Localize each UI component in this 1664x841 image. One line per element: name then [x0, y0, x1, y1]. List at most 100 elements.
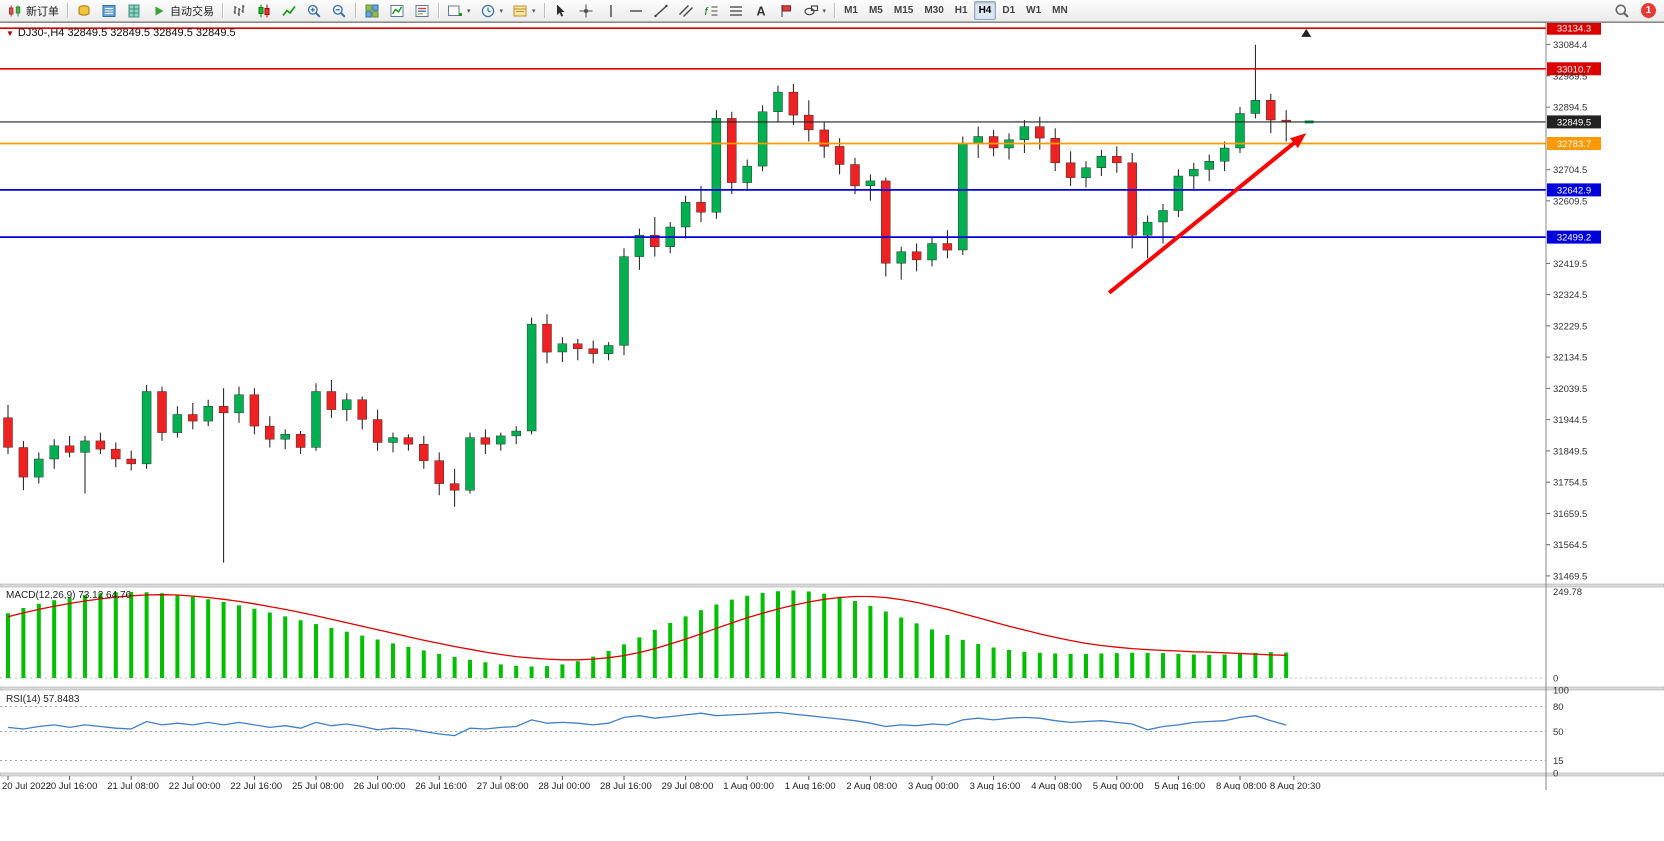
templates-icon — [513, 5, 527, 16]
bear-candle — [988, 136, 999, 149]
new-chart-button[interactable]: ▾ — [443, 1, 475, 20]
cursor-button[interactable] — [549, 1, 573, 20]
notification-badge[interactable]: 1 — [1641, 3, 1656, 18]
levels-icon — [729, 5, 742, 16]
pane-separator[interactable] — [0, 686, 1664, 691]
dropdown-arrow-icon: ▾ — [822, 7, 827, 15]
bear-candle — [295, 434, 306, 448]
timeframe-h4-button[interactable]: H4 — [973, 1, 997, 20]
new-order-button[interactable]: 新订单 — [3, 1, 63, 20]
search-button[interactable] — [1610, 1, 1634, 20]
candlestick-chart-button[interactable] — [252, 1, 276, 20]
data-window-icon — [128, 4, 140, 17]
zoom-out-button[interactable] — [327, 1, 351, 20]
label-icon — [780, 4, 791, 17]
price-axis-label: 32609.5 — [1553, 196, 1587, 207]
bull-candle — [680, 202, 691, 228]
price-axis-label: 31944.5 — [1553, 415, 1587, 426]
price-axis-label: 32419.5 — [1553, 259, 1587, 270]
channel-button[interactable] — [674, 1, 698, 20]
rsi-axis-label: 15 — [1553, 756, 1564, 767]
indicators-window-button[interactable] — [385, 1, 409, 20]
tile-windows-button[interactable] — [360, 1, 384, 20]
time-label: 8 Aug 20:30 — [1270, 781, 1321, 791]
timeframe-w1-button[interactable]: W1 — [1021, 1, 1046, 20]
bear-candle — [819, 129, 829, 147]
timeframe-h1-button[interactable]: H1 — [950, 1, 973, 20]
pane-separator[interactable] — [0, 772, 1664, 777]
fibonacci-button[interactable]: f — [699, 1, 723, 20]
line-chart-button[interactable] — [277, 1, 301, 20]
bull-candle — [526, 323, 537, 432]
shapes-button[interactable]: ▾ — [799, 1, 831, 20]
candlestick-chart-icon — [258, 4, 270, 17]
bear-candle — [727, 118, 737, 183]
bull-candle — [742, 165, 752, 183]
auto-trading-button[interactable]: 自动交易 — [147, 1, 218, 20]
bear-candle — [881, 180, 891, 264]
timeframe-d1-button[interactable]: D1 — [997, 1, 1020, 20]
timeframe-m15-button[interactable]: M15 — [889, 1, 918, 20]
price-axis-label: 32324.5 — [1553, 290, 1587, 301]
time-label: 3 Aug 16:00 — [970, 781, 1021, 791]
top-arrow-marker[interactable] — [1301, 28, 1312, 37]
price-axis-label: 33084.4 — [1553, 40, 1587, 51]
bull-candle — [773, 91, 783, 112]
trendline-button[interactable] — [649, 1, 673, 20]
data-window-button[interactable] — [122, 1, 146, 20]
timeframe-m1-button[interactable]: M1 — [839, 1, 863, 20]
bull-candle — [1142, 221, 1153, 236]
zoom-in-button[interactable] — [302, 1, 326, 20]
bull-candle — [1204, 160, 1214, 170]
price-axis-label: 31754.5 — [1553, 478, 1587, 489]
chart-collapse-icon[interactable]: ▼ — [6, 28, 14, 38]
trend-arrow-line[interactable] — [1107, 137, 1300, 295]
horizontal-line-button[interactable] — [624, 1, 648, 20]
chart-canvas[interactable]: 33134.3 33010.7 32849.5 32783.7 32642.9 32499… — [0, 23, 1664, 791]
bull-candle — [1096, 156, 1107, 169]
price-line-label: 32849.5 — [1557, 117, 1591, 128]
bar-chart-button[interactable] — [227, 1, 251, 20]
bear-candle — [588, 348, 598, 354]
bear-candle — [126, 458, 136, 465]
strategy-tester-icon — [415, 4, 429, 17]
time-label: 22 Jul 00:00 — [169, 781, 221, 791]
vertical-line-button[interactable] — [599, 1, 623, 20]
macd-signal-line — [7, 594, 1287, 661]
trend-arrow-head[interactable] — [1290, 133, 1307, 149]
time-label: 28 Jul 16:00 — [600, 781, 652, 791]
horizontal-line-icon — [629, 9, 642, 12]
text-button[interactable]: A — [749, 1, 773, 20]
macd-title: MACD(12,26,9) 73.12 64.76 — [6, 590, 132, 601]
market-watch-button[interactable] — [97, 1, 121, 20]
price-axis-label: 32894.5 — [1553, 103, 1587, 114]
pane-separator[interactable] — [0, 583, 1664, 588]
timeframe-mn-button[interactable]: MN — [1047, 1, 1073, 20]
levels-button[interactable] — [724, 1, 748, 20]
bull-candle — [1235, 113, 1245, 149]
trendline-icon — [653, 4, 668, 17]
timeframe-m5-button[interactable]: M5 — [864, 1, 888, 20]
price-line-label-box — [1547, 230, 1601, 244]
rsi-axis-label: 100 — [1553, 686, 1569, 697]
timeframe-m30-button[interactable]: M30 — [919, 1, 948, 20]
templates-button[interactable]: ▾ — [508, 1, 540, 20]
bear-candle — [1065, 162, 1076, 178]
time-label: 8 Aug 08:00 — [1216, 781, 1267, 791]
price-line-label: 33010.7 — [1557, 64, 1591, 75]
bear-candle — [18, 447, 29, 478]
time-label: 4 Aug 08:00 — [1031, 781, 1082, 791]
bull-candle — [1081, 167, 1091, 178]
bear-candle — [911, 251, 922, 261]
profiles-button[interactable]: ▾ — [476, 1, 508, 20]
symbols-button[interactable] — [72, 1, 96, 20]
time-label: 22 Jul 16:00 — [230, 781, 282, 791]
crosshair-button[interactable] — [574, 1, 598, 20]
channel-icon — [678, 4, 693, 17]
bull-candle — [496, 435, 506, 445]
bull-candle — [1219, 147, 1230, 162]
label-button[interactable] — [774, 1, 798, 20]
bear-candle — [357, 399, 367, 420]
strategy-tester-button[interactable] — [410, 1, 434, 20]
price-line-label: 33134.3 — [1557, 24, 1591, 35]
